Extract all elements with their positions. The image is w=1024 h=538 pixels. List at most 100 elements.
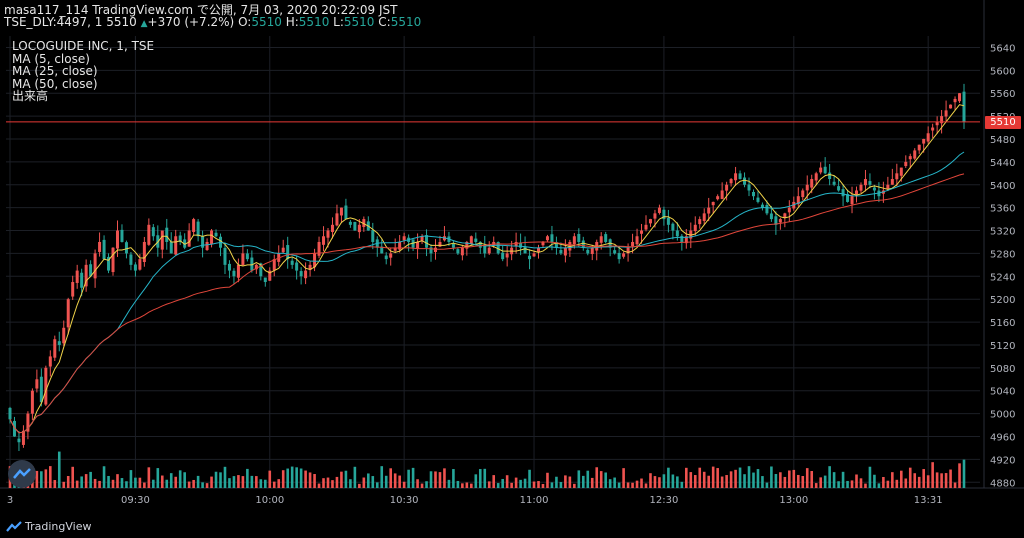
volume-bar <box>125 481 128 488</box>
candle-body <box>890 179 894 185</box>
volume-bar <box>743 474 746 488</box>
volume-bar <box>152 479 155 488</box>
volume-bar <box>814 483 818 488</box>
candle-body <box>644 224 648 230</box>
volume-bar <box>770 466 773 488</box>
candle-body <box>362 219 366 227</box>
y-tick-label: 5600 <box>990 66 1015 77</box>
volume-bar <box>474 474 478 488</box>
volume-bar <box>402 481 406 488</box>
volume-bar <box>71 466 75 488</box>
candle-body <box>425 235 429 248</box>
symbol-ohlc-line: TSE_DLY:4497, 1 5510 ▲+370 (+7.2%) O:551… <box>4 15 421 29</box>
legend-ma25[interactable]: MA (25, close) <box>12 64 98 78</box>
volume-bar <box>922 469 925 488</box>
ma25-line <box>9 151 965 434</box>
volume-bar <box>532 481 536 488</box>
candle-body <box>913 150 917 159</box>
volume-bar <box>210 476 213 488</box>
volume-bar <box>35 470 39 488</box>
volume-bar <box>864 483 867 488</box>
volume-bar <box>873 474 876 488</box>
candle-body <box>707 207 711 214</box>
volume-bar <box>949 469 952 488</box>
candle-body <box>469 236 473 244</box>
legend-volume[interactable]: 出来高 <box>12 89 49 103</box>
candle-body <box>559 250 563 254</box>
candle-body <box>120 229 124 242</box>
candle-body <box>841 189 845 197</box>
candle-body <box>787 207 791 213</box>
candle-body <box>12 420 16 437</box>
x-tick-label: 09:30 <box>121 495 150 506</box>
volume-bar <box>496 483 500 488</box>
candle-body <box>129 254 133 265</box>
candle-body <box>819 167 823 173</box>
candle-body <box>953 98 957 103</box>
candle-body <box>39 376 43 403</box>
volume-bar <box>940 473 943 488</box>
volume-bar <box>819 477 822 488</box>
volume-bar <box>286 468 289 488</box>
legend-ma50[interactable]: MA (50, close) <box>12 76 98 91</box>
candle-body <box>572 236 576 245</box>
candle-body <box>478 241 482 248</box>
volume-bar <box>622 468 625 488</box>
volume-bar <box>93 478 97 488</box>
legend-ma5[interactable]: MA (5, close) <box>12 51 90 66</box>
x-tick-label: 12:30 <box>650 495 679 506</box>
y-tick-label: 5440 <box>990 158 1015 169</box>
candle-body <box>44 367 48 405</box>
candle-body <box>429 247 433 254</box>
candle-body <box>532 253 536 257</box>
volume-bar <box>537 481 540 488</box>
candle-body <box>743 177 747 185</box>
volume-bar <box>205 483 209 488</box>
candle-body <box>828 172 832 180</box>
candle-body <box>698 219 702 225</box>
y-tick-label: 4960 <box>990 433 1015 444</box>
candle-body <box>783 213 787 219</box>
close-value: 5510 <box>390 15 422 29</box>
candle-body <box>940 116 944 124</box>
volume-bar <box>174 476 178 488</box>
candle-body <box>192 219 196 232</box>
candle-body <box>756 197 760 202</box>
volume-bar <box>429 471 433 488</box>
volume-bar <box>962 459 966 488</box>
volume-bar <box>425 481 428 488</box>
candle-body <box>93 253 97 279</box>
volume-bar <box>908 467 912 488</box>
legend-symbol[interactable]: LOCOGUIDE INC, 1, TSE <box>12 39 155 53</box>
candle-body <box>751 191 755 197</box>
volume-bar <box>40 471 43 488</box>
volume-bar <box>223 466 227 488</box>
candle-body <box>689 230 693 239</box>
volume-bar <box>398 475 401 488</box>
candle-body <box>949 104 953 109</box>
candle-body <box>725 184 729 191</box>
volume-bar <box>299 468 303 488</box>
volume-bar <box>573 483 576 488</box>
volume-bar <box>443 468 446 488</box>
volume-bar <box>340 471 343 488</box>
tradingview-brand[interactable]: TradingView <box>6 520 91 533</box>
candle-body <box>895 173 899 180</box>
volume-bar <box>823 475 827 488</box>
volume-bar <box>120 478 124 488</box>
candle-body <box>662 209 666 220</box>
candle-body <box>178 235 182 242</box>
volume-bar <box>779 472 782 488</box>
candle-body <box>357 224 361 233</box>
volume-bar <box>810 471 814 488</box>
brand-label: TradingView <box>25 520 92 533</box>
volume-bar <box>420 483 424 488</box>
candle-body <box>263 277 267 283</box>
candle-body <box>151 227 155 237</box>
candle-body <box>75 270 79 283</box>
volume-bar <box>747 466 751 488</box>
volume-bar <box>129 470 133 488</box>
candle-body <box>236 264 240 278</box>
candle-body <box>671 223 675 231</box>
volume-bar <box>407 469 410 488</box>
